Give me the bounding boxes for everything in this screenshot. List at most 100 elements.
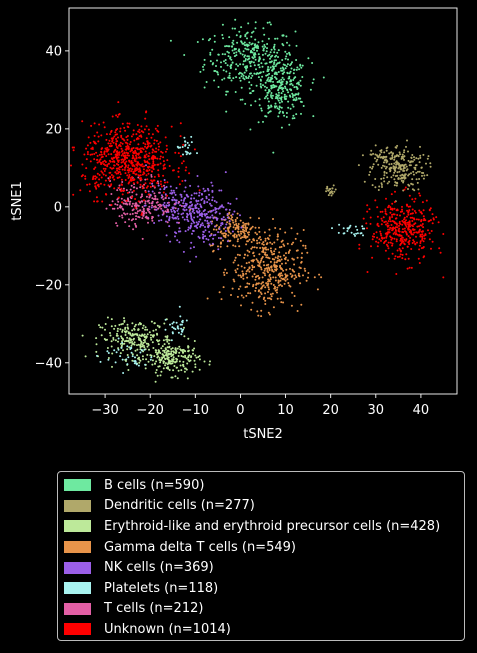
data-point — [119, 328, 122, 331]
data-point — [258, 241, 261, 244]
data-point — [231, 216, 234, 219]
data-point — [276, 259, 279, 262]
data-point — [144, 363, 147, 366]
data-point — [380, 237, 383, 239]
data-point — [232, 77, 235, 80]
series-5 — [96, 135, 366, 374]
x-tick-label: 10 — [277, 403, 294, 418]
data-point — [354, 234, 356, 237]
data-point — [204, 189, 207, 192]
data-point — [279, 274, 282, 277]
data-point — [380, 156, 383, 159]
data-point — [304, 269, 307, 272]
data-point — [188, 210, 191, 212]
data-point — [185, 357, 188, 360]
data-point — [188, 144, 191, 147]
data-point — [130, 170, 133, 173]
data-point — [409, 205, 412, 208]
data-point — [135, 215, 138, 218]
data-point — [267, 100, 270, 103]
data-point — [208, 224, 211, 227]
data-point — [401, 257, 404, 260]
data-point — [276, 291, 278, 294]
data-point — [307, 272, 310, 274]
data-point — [234, 91, 237, 93]
data-point — [380, 182, 383, 185]
data-point — [120, 205, 123, 208]
data-point — [166, 346, 169, 349]
data-point — [369, 153, 372, 156]
data-point — [299, 79, 302, 82]
data-point — [198, 220, 200, 223]
data-point — [398, 227, 401, 230]
data-point — [273, 67, 275, 70]
data-point — [401, 153, 404, 156]
data-point — [188, 152, 191, 155]
data-point — [154, 371, 157, 374]
data-point — [173, 202, 176, 205]
data-point — [288, 250, 290, 253]
data-point — [186, 213, 189, 216]
data-point — [256, 310, 259, 313]
data-point — [385, 223, 387, 226]
data-point — [262, 27, 265, 30]
data-point — [211, 189, 214, 192]
data-point — [391, 252, 394, 255]
data-point — [144, 161, 147, 164]
data-point — [221, 23, 224, 26]
data-point — [151, 216, 154, 219]
data-point — [148, 142, 151, 145]
data-point — [260, 287, 263, 290]
data-point — [267, 286, 270, 289]
data-point — [228, 74, 231, 77]
data-point — [121, 330, 124, 333]
data-point — [420, 230, 423, 233]
data-point — [406, 267, 409, 270]
data-point — [278, 85, 281, 88]
data-point — [138, 361, 141, 364]
data-point — [383, 240, 386, 243]
data-point — [177, 170, 180, 173]
data-point — [411, 225, 414, 228]
data-point — [394, 170, 397, 172]
data-point — [179, 364, 182, 367]
data-point — [269, 278, 272, 281]
data-point — [296, 310, 299, 312]
data-point — [151, 200, 154, 203]
data-point — [117, 200, 120, 203]
data-point — [184, 140, 187, 143]
data-point — [180, 205, 183, 207]
data-point — [242, 272, 245, 275]
data-point — [124, 213, 127, 216]
data-point — [248, 81, 251, 84]
data-point — [146, 353, 149, 356]
data-point — [389, 226, 392, 229]
series-6 — [105, 174, 183, 240]
data-point — [186, 151, 189, 154]
data-point — [369, 166, 372, 169]
data-point — [429, 162, 432, 165]
data-point — [225, 93, 228, 96]
data-point — [133, 178, 136, 181]
data-point — [291, 291, 294, 294]
data-point — [104, 328, 106, 331]
data-point — [411, 154, 414, 156]
data-point — [118, 153, 121, 156]
data-point — [111, 207, 114, 210]
data-point — [243, 266, 246, 269]
data-point — [133, 362, 136, 365]
data-point — [113, 135, 116, 138]
x-axis: −30 −20 −10 0 10 20 30 40 — [91, 394, 429, 418]
data-point — [164, 181, 166, 184]
data-point — [203, 213, 206, 216]
data-point — [144, 143, 147, 146]
data-point — [170, 210, 173, 213]
data-point — [280, 69, 283, 72]
data-point — [266, 237, 269, 240]
data-point — [142, 344, 145, 347]
data-point — [255, 73, 258, 76]
data-point — [106, 150, 108, 153]
data-point — [425, 162, 427, 165]
data-point — [84, 177, 87, 180]
data-point — [278, 80, 281, 83]
